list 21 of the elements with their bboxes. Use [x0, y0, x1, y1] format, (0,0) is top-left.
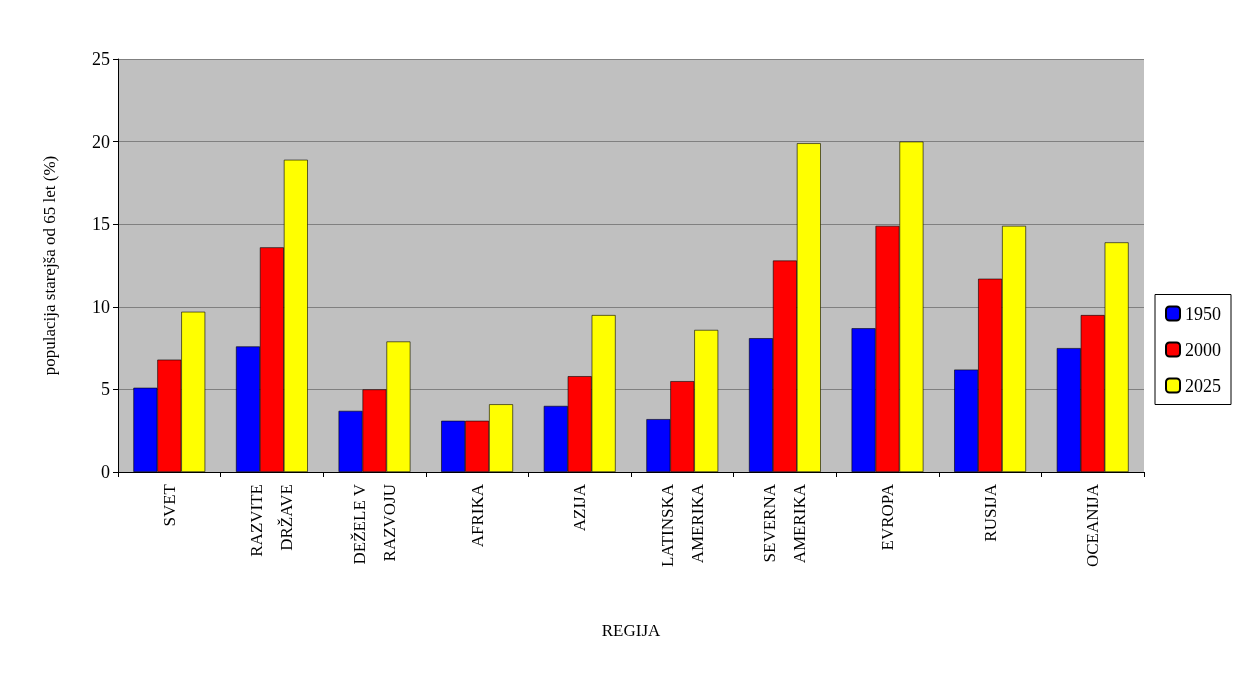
- x-axis-title: REGIJA: [601, 621, 661, 640]
- x-tick-label: LATINSKA AMERIKA: [657, 483, 707, 568]
- y-tick-label: 20: [92, 131, 110, 152]
- x-tick-label: RUSIJA: [980, 483, 1000, 542]
- y-tick-label: 10: [92, 296, 110, 317]
- y-tick-label: 25: [92, 49, 110, 69]
- x-tick-label: RAZVITE DRŽAVE: [247, 484, 297, 557]
- y-tick-label: 5: [101, 379, 110, 400]
- legend-label: 1950: [1185, 303, 1221, 324]
- x-tick-label: SEVERNA AMERIKA: [760, 483, 810, 564]
- x-tick-label: AFRIKA: [467, 483, 487, 548]
- x-tick-label: SVET: [159, 483, 179, 527]
- x-tick-label: DEŽELE V RAZVOJU: [350, 483, 399, 565]
- y-tick-label: 0: [101, 462, 110, 482]
- x-tick-label: AZIJA: [570, 483, 590, 532]
- legend-label: 2025: [1185, 375, 1221, 396]
- legend-label: 2000: [1185, 339, 1221, 360]
- y-tick-label: 15: [92, 214, 110, 235]
- y-axis-title: populacija starejša od 65 let (%): [40, 155, 59, 376]
- x-tick-label: EVROPA: [878, 483, 897, 551]
- x-tick-label: OCEANIJA: [1083, 483, 1103, 568]
